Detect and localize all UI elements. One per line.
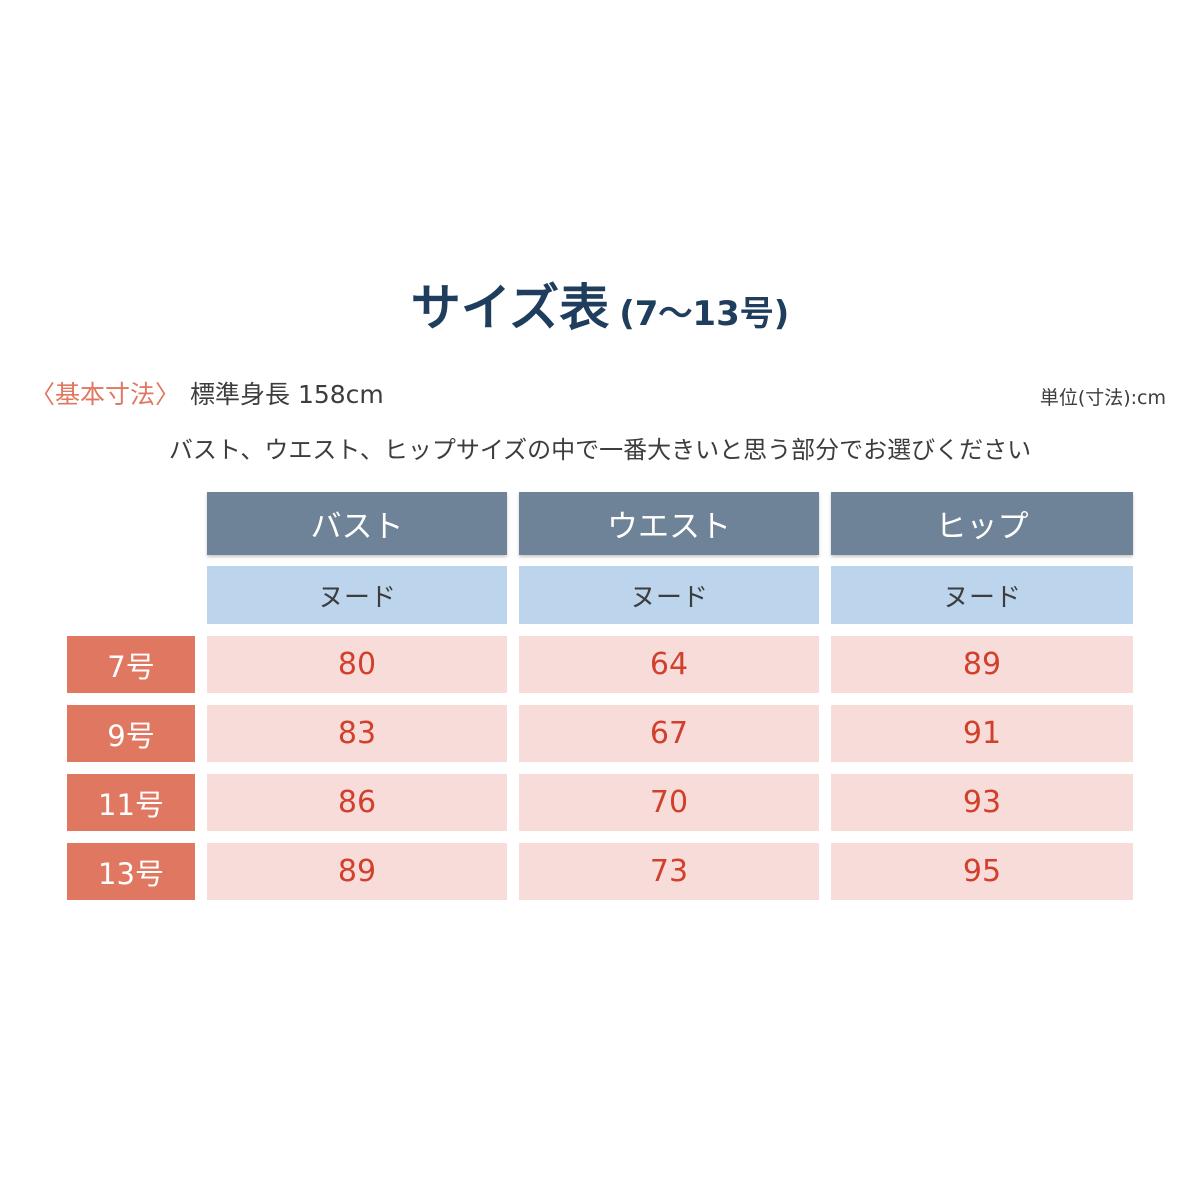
instruction-text: バスト、ウエスト、ヒップサイズの中で一番大きいと思う部分でお選びください	[168, 436, 1032, 464]
table-cell-waist: 67	[519, 705, 819, 762]
table-cell-hip: 89	[831, 636, 1133, 693]
row-size-label: 11号	[67, 774, 195, 831]
column-subheader-bust: ヌード	[207, 566, 507, 624]
title-main: サイズ表	[410, 279, 610, 337]
column-header-waist: ウエスト	[519, 492, 819, 555]
title-sub: (7〜13号)	[619, 294, 790, 334]
row-size-label: 9号	[67, 705, 195, 762]
row-size-label: 13号	[67, 843, 195, 900]
column-subheader-hip: ヌード	[831, 566, 1133, 624]
basic-dimensions: 〈基本寸法〉 標準身長 158cm	[30, 372, 384, 418]
table-cell-bust: 89	[207, 843, 507, 900]
table-cell-hip: 95	[831, 843, 1133, 900]
table-cell-bust: 83	[207, 705, 507, 762]
unit-note: 単位(寸法):cm	[1039, 387, 1166, 409]
basic-dimensions-label: 〈基本寸法〉	[30, 380, 181, 409]
table-cell-bust: 86	[207, 774, 507, 831]
table-cell-waist: 70	[519, 774, 819, 831]
table-cell-waist: 64	[519, 636, 819, 693]
column-header-bust: バスト	[207, 492, 507, 555]
standard-height: 標準身長 158cm	[190, 380, 384, 409]
page-title: サイズ表 (7〜13号)	[0, 278, 1200, 350]
column-header-hip: ヒップ	[831, 492, 1133, 555]
table-cell-hip: 93	[831, 774, 1133, 831]
table-cell-bust: 80	[207, 636, 507, 693]
row-size-label: 7号	[67, 636, 195, 693]
table-cell-hip: 91	[831, 705, 1133, 762]
column-subheader-waist: ヌード	[519, 566, 819, 624]
table-cell-waist: 73	[519, 843, 819, 900]
